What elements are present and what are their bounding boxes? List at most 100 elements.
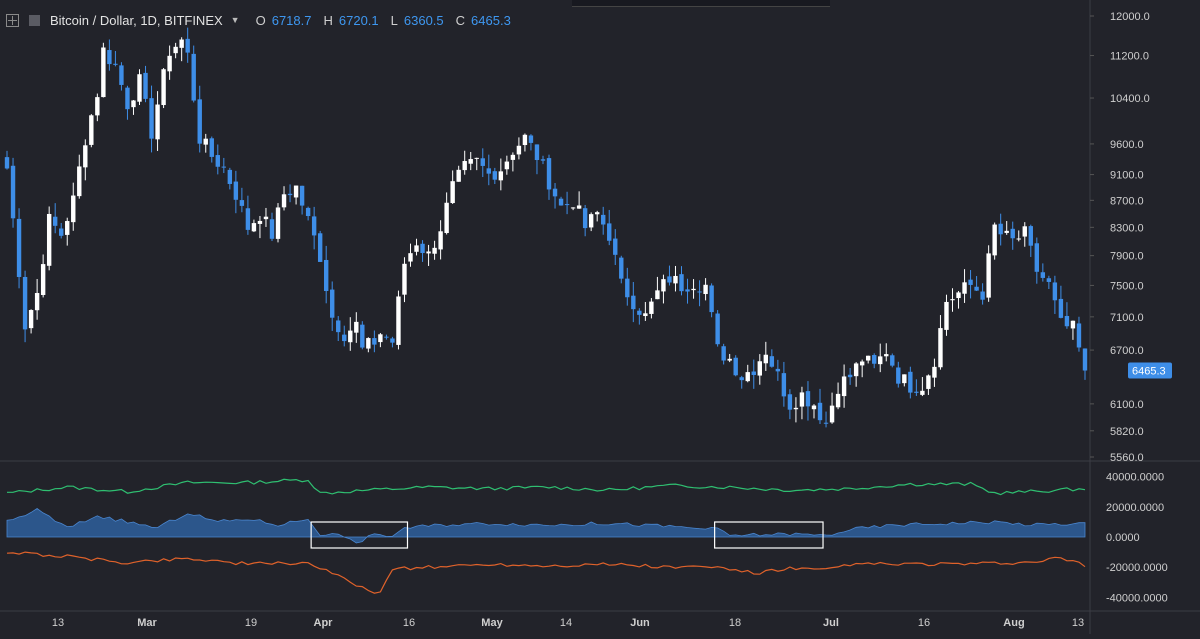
candle [546,154,552,200]
candle-body [366,338,371,349]
candle-body [980,291,985,300]
chevron-down-icon[interactable]: ▼ [230,15,240,25]
candle [131,100,136,115]
candle [462,150,467,175]
open-label: O [255,12,266,28]
candle [1052,275,1058,314]
candle-body [203,138,208,145]
candle [1082,348,1088,380]
indicator-green-line [7,478,1086,496]
time-tick-label: Aug [1003,617,1024,629]
candle [570,207,576,211]
candle [739,375,744,389]
candle [884,343,889,362]
candle [516,137,522,160]
candle-body [197,99,202,144]
candle [793,397,799,423]
expand-icon[interactable] [6,13,19,27]
candle [859,359,865,378]
candle-body [263,216,269,220]
time-tick-label: 18 [729,617,741,629]
candle-body [360,324,365,348]
candle [155,91,160,151]
candle [119,62,124,91]
candle-body [890,355,895,366]
candle-body [998,223,1003,235]
candle-body [588,214,594,228]
square-icon[interactable] [29,14,40,26]
candle [1016,230,1021,242]
candle [1070,320,1076,340]
time-tick-label: 14 [560,617,572,629]
candle [107,39,112,71]
candle-body [884,354,889,357]
candle [974,276,979,291]
indicator-area [6,508,1086,544]
candle-body [679,274,684,292]
symbol-title[interactable]: Bitcoin / Dollar, 1D, BITFINEX [50,12,223,28]
candle-body [853,363,859,377]
candle-body [233,181,239,200]
price-tick-label: 7900.0 [1110,251,1144,263]
candles [4,27,1088,428]
candle [456,165,461,182]
candle-body [582,208,588,229]
candle [22,270,28,343]
candle [161,67,166,109]
candle-body [402,263,407,295]
candle [787,389,793,420]
candle-body [137,74,142,102]
candle-body [1004,230,1009,233]
candle-body [185,38,190,53]
candle [323,245,329,304]
candle [649,298,654,319]
candle-body [293,185,299,198]
candle [697,280,702,307]
candle-body [643,313,648,317]
candle-body [709,285,714,313]
candle [95,93,100,122]
candle-body [950,299,955,301]
candle [498,158,504,191]
candle [408,243,413,267]
candle-body [956,292,961,299]
candle [709,283,714,318]
candle [384,334,389,340]
candle [1076,316,1082,352]
candle-body [522,134,528,146]
candle-body [631,295,636,310]
candle-body [16,218,22,277]
candle-body [859,361,865,366]
candle-body [299,185,305,206]
candle [914,379,919,396]
candle [71,182,76,231]
candle [625,267,630,306]
price-tick-label: 6700.0 [1110,345,1144,357]
candle-body [119,65,124,85]
candle [444,192,449,235]
candle [4,150,10,170]
candle-body [113,63,118,65]
candle-body [22,276,28,330]
indicator-orange-line [6,551,1086,594]
candle-body [1040,272,1046,278]
candle [890,353,895,368]
candle [46,206,52,271]
candle [534,144,540,175]
candle [661,274,666,304]
candle [179,37,184,62]
candle-body [4,157,10,169]
candle-body [667,276,672,283]
candle [582,204,588,237]
candle [733,355,738,377]
candle-body [727,358,732,361]
price-tick-label: 8700.0 [1110,195,1144,207]
candle-body [221,166,227,168]
candle [173,42,178,59]
candle [757,354,762,385]
price-tick-label: 11200.0 [1110,51,1149,63]
candle [878,343,883,373]
candle-body [914,391,919,393]
